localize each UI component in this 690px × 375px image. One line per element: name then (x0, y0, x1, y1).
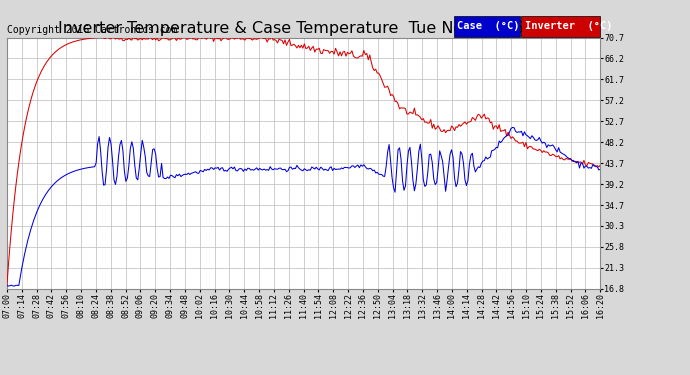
Title: Inverter Temperature & Case Temperature  Tue Nov 29 16:22: Inverter Temperature & Case Temperature … (58, 21, 549, 36)
Text: Inverter  (°C): Inverter (°C) (525, 21, 613, 32)
Text: Case  (°C): Case (°C) (457, 21, 520, 32)
Text: Copyright 2016 Cartronics.com: Copyright 2016 Cartronics.com (7, 25, 177, 35)
